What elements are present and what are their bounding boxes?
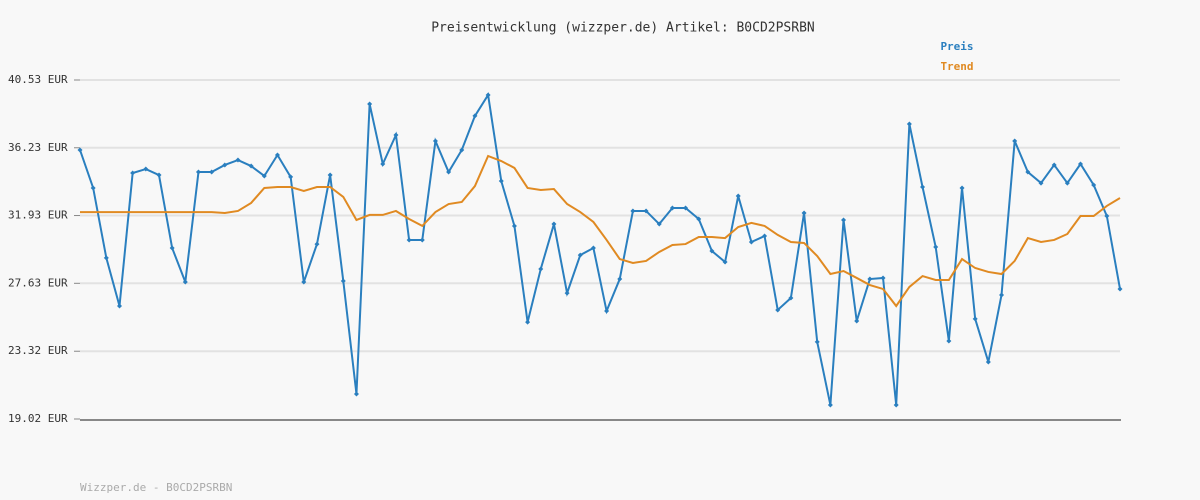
- point-marker: [301, 279, 307, 285]
- footer: Wizzper.de - B0CD2PSRBN: [80, 481, 232, 494]
- point-marker: [406, 237, 412, 243]
- point-marker: [419, 237, 425, 243]
- point-marker: [209, 169, 215, 175]
- point-marker: [288, 174, 294, 180]
- point-marker: [248, 163, 254, 169]
- legend-label: Preis: [940, 40, 973, 53]
- point-marker: [827, 402, 833, 408]
- point-marker: [801, 210, 807, 216]
- point-marker: [1051, 162, 1057, 168]
- point-marker: [696, 216, 702, 222]
- point-marker: [985, 359, 991, 365]
- point-marker: [525, 319, 531, 325]
- chart-title: Preisentwicklung (wizzper.de) Artikel: B…: [431, 21, 815, 36]
- series-line: [79, 92, 1121, 406]
- point-marker: [77, 147, 83, 153]
- point-marker: [393, 132, 399, 138]
- point-marker: [854, 318, 860, 324]
- point-marker: [222, 162, 228, 168]
- point-marker: [432, 138, 438, 144]
- point-marker: [920, 184, 926, 190]
- point-marker: [103, 255, 109, 261]
- point-marker: [130, 170, 136, 176]
- point-marker: [617, 276, 623, 282]
- point-marker: [999, 292, 1005, 298]
- point-marker: [972, 316, 978, 322]
- y-tick-label: 23.32 EUR: [8, 344, 68, 357]
- point-marker: [748, 239, 754, 245]
- point-marker: [446, 169, 452, 175]
- point-marker: [261, 173, 267, 179]
- point-marker: [1117, 286, 1123, 292]
- point-marker: [604, 308, 610, 314]
- point-marker: [1091, 182, 1097, 188]
- legend-label: Trend: [940, 60, 973, 73]
- point-marker: [880, 275, 886, 281]
- point-marker: [169, 245, 175, 251]
- point-marker: [709, 248, 715, 254]
- point-marker: [143, 166, 149, 172]
- point-marker: [1025, 169, 1031, 175]
- point-marker: [933, 244, 939, 250]
- point-marker: [367, 101, 373, 107]
- point-marker: [683, 205, 689, 211]
- y-tick-label: 36.23 EUR: [8, 141, 68, 154]
- point-marker: [340, 278, 346, 284]
- point-marker: [656, 221, 662, 227]
- point-marker: [116, 303, 122, 309]
- point-marker: [630, 208, 636, 214]
- point-marker: [841, 217, 847, 223]
- point-marker: [472, 113, 478, 119]
- point-marker: [1104, 213, 1110, 219]
- point-marker: [1064, 180, 1070, 186]
- point-marker: [722, 259, 728, 265]
- y-tick-label: 40.53 EUR: [8, 73, 68, 86]
- point-marker: [867, 276, 873, 282]
- point-marker: [959, 185, 965, 191]
- point-marker: [814, 339, 820, 345]
- point-marker: [577, 252, 583, 258]
- point-marker: [564, 290, 570, 296]
- point-marker: [459, 147, 465, 153]
- point-marker: [156, 172, 162, 178]
- y-tick-label: 31.93 EUR: [8, 209, 68, 222]
- point-marker: [538, 266, 544, 272]
- point-marker: [327, 172, 333, 178]
- point-marker: [893, 402, 899, 408]
- point-marker: [511, 223, 517, 229]
- y-tick-label: 27.63 EUR: [8, 276, 68, 289]
- point-marker: [1038, 180, 1044, 186]
- point-marker: [90, 185, 96, 191]
- point-marker: [590, 245, 596, 251]
- point-marker: [182, 279, 188, 285]
- point-marker: [353, 391, 359, 397]
- point-marker: [946, 338, 952, 344]
- point-marker: [735, 193, 741, 199]
- y-tick-label: 19.02 EUR: [8, 412, 68, 425]
- point-marker: [551, 221, 557, 227]
- point-marker: [669, 205, 675, 211]
- point-marker: [498, 178, 504, 184]
- point-marker: [235, 157, 241, 163]
- point-marker: [788, 295, 794, 301]
- point-marker: [380, 161, 386, 167]
- point-marker: [1012, 138, 1018, 144]
- point-marker: [274, 152, 280, 158]
- point-marker: [775, 307, 781, 313]
- point-marker: [906, 121, 912, 127]
- series-line: [80, 154, 1121, 308]
- point-marker: [643, 208, 649, 214]
- point-marker: [485, 92, 491, 98]
- point-marker: [1078, 161, 1084, 167]
- point-marker: [195, 169, 201, 175]
- point-marker: [314, 241, 320, 247]
- point-marker: [762, 233, 768, 239]
